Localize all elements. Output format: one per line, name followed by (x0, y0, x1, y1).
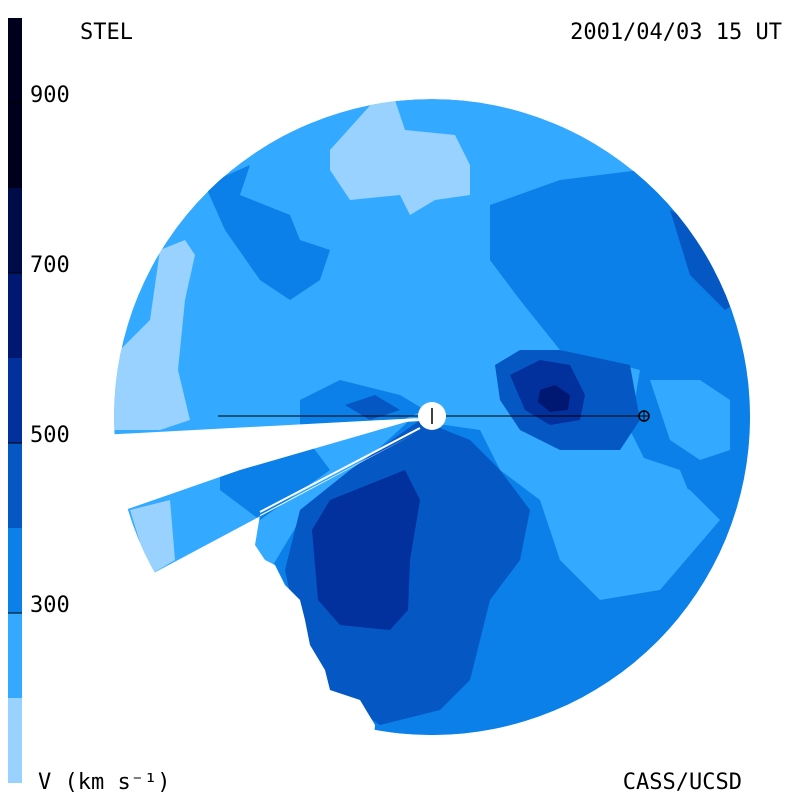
colorbar-tick-label-900: 900 (30, 83, 70, 108)
missing-data-regions (100, 415, 645, 760)
colorbar-band-600 (8, 358, 22, 443)
colorbar-band-200 (8, 698, 22, 783)
colorbar-band-500 (8, 443, 22, 528)
wind-region-right-island (650, 380, 730, 460)
date-time-label: 2001/04/03 15 UT (570, 20, 782, 45)
institution-label: CASS/UCSD (622, 770, 742, 795)
slow-wind-region-left (114, 240, 195, 430)
earth-marker (638, 410, 650, 422)
slow-wind-region-lower-left (130, 500, 175, 575)
colorbar (8, 18, 22, 783)
colorbar-tick-label-300: 300 (30, 593, 70, 618)
missing-data-wedge-lower (100, 432, 418, 760)
sun-ray-white-1 (234, 419, 421, 433)
fastest-wind-region-core (538, 385, 570, 412)
observatory-label: STEL (80, 20, 133, 45)
colorbar-band-400 (8, 528, 22, 613)
velocity-units-label: V (km s⁻¹) (38, 770, 171, 795)
colorbar-band-800 (8, 188, 22, 273)
colorbar-band-300 (8, 613, 22, 698)
wind-region-upper-left (205, 165, 330, 300)
fast-wind-region-center-small (345, 395, 400, 420)
missing-data-wedge-upper (100, 418, 420, 510)
wind-region-right-lower-island (545, 450, 700, 590)
sun-ray-white-2 (259, 427, 421, 513)
slow-wind-region-top (330, 100, 470, 215)
fastest-wind-region-lower (312, 470, 420, 630)
colorbar-tick-label-700: 700 (30, 253, 70, 278)
sun-marker (418, 402, 446, 430)
colorbar-tick-label-500: 500 (30, 423, 70, 448)
colorbar-band-700 (8, 273, 22, 358)
